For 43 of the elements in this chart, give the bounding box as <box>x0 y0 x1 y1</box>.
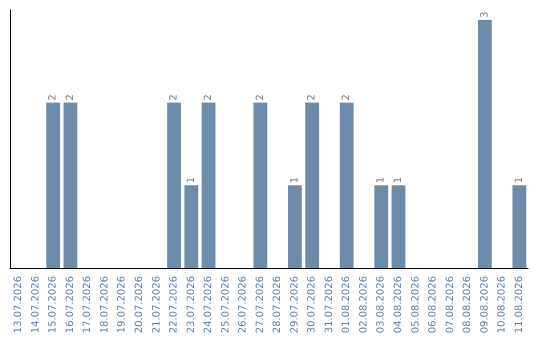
x-tick-label: 25.07.2026 <box>220 276 232 334</box>
data-label: 2 <box>203 94 214 101</box>
x-tick-label: 30.07.2026 <box>306 276 318 334</box>
data-label: 1 <box>289 176 300 184</box>
data-label: 2 <box>64 94 76 101</box>
x-tick-label: 05.08.2026 <box>410 276 422 334</box>
x-tick-label: 24.07.2026 <box>203 276 214 334</box>
x-tick-label: 03.08.2026 <box>376 276 387 334</box>
x-tick-label: 26.07.2026 <box>238 276 249 334</box>
x-tick-label: 14.07.2026 <box>30 276 42 334</box>
x-tick-label: 28.07.2026 <box>272 276 284 334</box>
x-tick-label: 17.07.2026 <box>82 276 94 334</box>
data-label: 3 <box>479 12 490 18</box>
x-tick-label: 08.08.2026 <box>462 276 474 334</box>
x-tick-label: 19.07.2026 <box>116 276 128 334</box>
data-label: 2 <box>168 94 180 101</box>
x-tick-label: 31.07.2026 <box>324 276 335 334</box>
data-label: 1 <box>514 176 525 184</box>
data-label: 1 <box>393 176 404 184</box>
data-label: 2 <box>341 94 352 101</box>
data-label: 2 <box>254 94 266 101</box>
x-tick-label: 15.07.2026 <box>48 276 59 334</box>
x-tick-label: 18.07.2026 <box>99 276 110 334</box>
data-label: 1 <box>186 176 197 184</box>
x-tick-label: 01.08.2026 <box>341 276 352 334</box>
x-tick-label: 29.07.2026 <box>289 276 300 334</box>
x-tick-label: 11.08.2026 <box>514 276 525 334</box>
x-tick-label: 06.08.2026 <box>428 276 439 334</box>
x-tick-label: 02.08.2026 <box>358 276 370 334</box>
x-tick-label: 20.07.2026 <box>134 276 145 334</box>
data-label: 2 <box>48 94 59 101</box>
x-tick-label: 27.07.2026 <box>254 276 266 334</box>
x-tick-label: 07.08.2026 <box>444 276 456 334</box>
x-tick-label: 16.07.2026 <box>64 276 76 334</box>
x-tick-label: 09.08.2026 <box>479 276 490 334</box>
x-tick-label: 22.07.2026 <box>168 276 180 334</box>
data-label: 2 <box>306 94 318 101</box>
data-label: 1 <box>376 176 387 184</box>
x-tick-label: 10.08.2026 <box>496 276 508 334</box>
x-tick-label: 21.07.2026 <box>151 276 162 334</box>
x-tick-label: 04.08.2026 <box>393 276 404 334</box>
x-tick-label: 23.07.2026 <box>186 276 197 334</box>
x-tick-label: 13.07.2026 <box>13 276 24 334</box>
